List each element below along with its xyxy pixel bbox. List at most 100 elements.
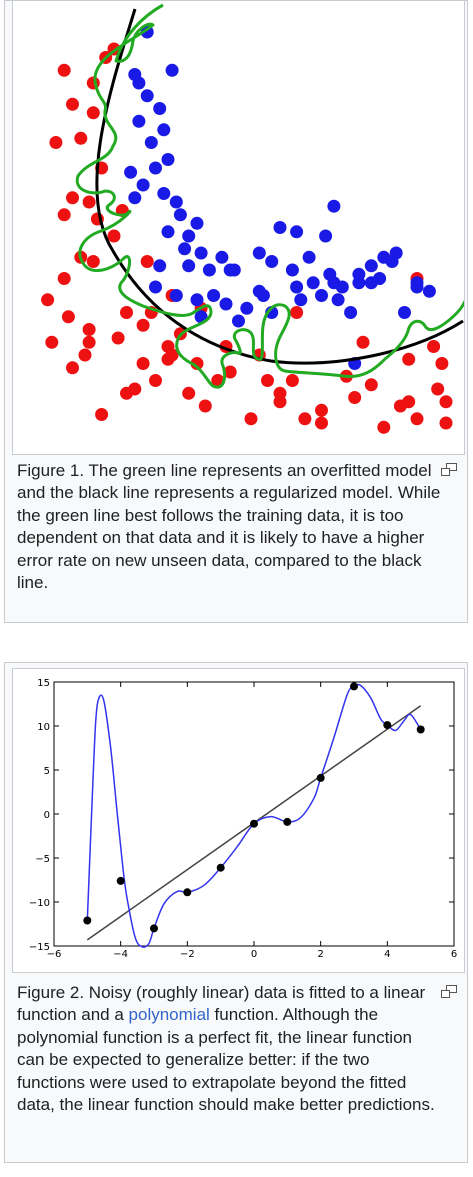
- red-data-point: [149, 374, 162, 387]
- y-tick-label: −15: [29, 942, 50, 953]
- red-data-point: [431, 382, 445, 396]
- data-point: [283, 817, 292, 826]
- red-data-point: [261, 374, 274, 387]
- x-tick-label: −4: [113, 949, 128, 960]
- blue-data-point: [227, 263, 241, 277]
- blue-data-point: [132, 114, 146, 128]
- blue-data-point: [219, 297, 233, 311]
- red-data-point: [57, 208, 71, 222]
- red-data-point: [410, 412, 424, 426]
- red-data-point: [66, 191, 79, 205]
- blue-data-point: [290, 225, 304, 239]
- red-data-point: [427, 340, 441, 353]
- blue-data-point: [194, 246, 208, 260]
- red-data-point: [273, 395, 287, 409]
- data-point: [83, 916, 92, 925]
- magnify-clip-icon[interactable]: [441, 985, 457, 998]
- blue-data-point: [364, 276, 378, 290]
- red-data-point: [298, 412, 312, 426]
- blue-data-point: [385, 255, 399, 268]
- red-data-point: [66, 97, 79, 111]
- red-data-point: [86, 255, 100, 268]
- blue-data-point: [252, 246, 266, 260]
- red-data-point: [223, 365, 237, 379]
- blue-data-point: [157, 123, 171, 137]
- blue-data-point: [285, 263, 299, 277]
- figure-1-caption: Figure 1. The green line represents an o…: [17, 461, 441, 593]
- blue-data-point: [327, 199, 341, 213]
- red-data-point: [244, 412, 258, 426]
- classification-scatter-plot: [41, 3, 467, 434]
- blue-data-point: [398, 306, 411, 319]
- red-data-point: [402, 395, 416, 409]
- x-tick-label: −6: [47, 949, 62, 960]
- y-tick-label: 15: [37, 678, 50, 689]
- data-point: [383, 721, 392, 730]
- red-data-point: [198, 399, 212, 413]
- blue-data-point: [182, 259, 196, 273]
- red-data-point: [66, 361, 79, 375]
- red-data-point: [182, 386, 196, 400]
- figure-1-image[interactable]: [12, 0, 467, 455]
- blue-data-point: [331, 293, 345, 307]
- red-data-point: [61, 310, 75, 324]
- figure-2-image[interactable]: −6 −4 −2 0 2 4 6 15 10 5 0 −5 −10 −15: [12, 668, 465, 973]
- red-data-point: [74, 131, 88, 145]
- polynomial-link[interactable]: polynomial: [128, 1005, 210, 1025]
- red-data-point: [439, 395, 453, 409]
- red-data-point: [402, 352, 416, 366]
- blue-data-point: [124, 165, 138, 179]
- blue-data-point: [232, 314, 245, 328]
- blue-data-point: [215, 250, 229, 264]
- red-data-point: [120, 306, 133, 319]
- data-point: [250, 819, 258, 828]
- red-data-point: [136, 357, 150, 370]
- magnify-clip-icon[interactable]: [441, 463, 457, 476]
- figure-1: Figure 1. The green line represents an o…: [4, 0, 468, 623]
- red-data-point: [82, 323, 96, 336]
- red-data-point: [290, 306, 304, 319]
- blue-data-point: [294, 293, 308, 307]
- blue-data-point: [352, 276, 366, 290]
- red-data-point: [120, 386, 133, 400]
- x-tick-label: 6: [451, 949, 457, 960]
- x-tick-label: 0: [251, 949, 257, 960]
- figure-2: −6 −4 −2 0 2 4 6 15 10 5 0 −5 −10 −15 Figure 2. Noisy…: [4, 662, 468, 1163]
- blue-data-point: [161, 153, 175, 166]
- blue-data-point: [240, 301, 254, 315]
- blue-data-point: [149, 161, 162, 175]
- red-data-point: [165, 348, 179, 362]
- data-point: [316, 773, 325, 782]
- plot-area: [53, 681, 455, 947]
- red-data-point: [364, 378, 378, 392]
- overfitted-boundary-line: [75, 3, 467, 389]
- blue-data-point: [169, 195, 183, 209]
- blue-data-point: [153, 259, 167, 273]
- data-point: [350, 682, 358, 691]
- red-data-point: [78, 348, 92, 362]
- blue-data-point: [149, 280, 162, 294]
- blue-data-point: [207, 289, 221, 302]
- figure-2-caption-text-end: function. Although the polynomial functi…: [17, 1005, 435, 1115]
- blue-data-point: [153, 102, 167, 115]
- blue-data-point: [136, 178, 150, 192]
- red-data-point: [435, 357, 449, 370]
- figure-2-caption-text-start: Figure 2. Noisy (roughly linear) data is…: [17, 983, 426, 1025]
- blue-data-point: [165, 63, 179, 77]
- blue-data-point: [273, 221, 287, 234]
- red-data-point: [136, 318, 150, 332]
- data-point: [216, 863, 225, 872]
- red-data-point: [41, 293, 55, 307]
- red-data-point: [377, 420, 391, 434]
- blue-data-point: [190, 293, 204, 307]
- red-data-point: [111, 331, 125, 345]
- red-data-point: [190, 357, 204, 370]
- x-tick-label: 4: [384, 949, 390, 960]
- red-data-point: [57, 272, 71, 285]
- blue-data-point: [157, 187, 171, 200]
- y-tick-label: 0: [44, 810, 50, 821]
- blue-data-point: [132, 76, 146, 90]
- blue-data-point: [344, 306, 358, 319]
- red-data-point: [107, 229, 121, 243]
- red-data-point: [315, 416, 328, 430]
